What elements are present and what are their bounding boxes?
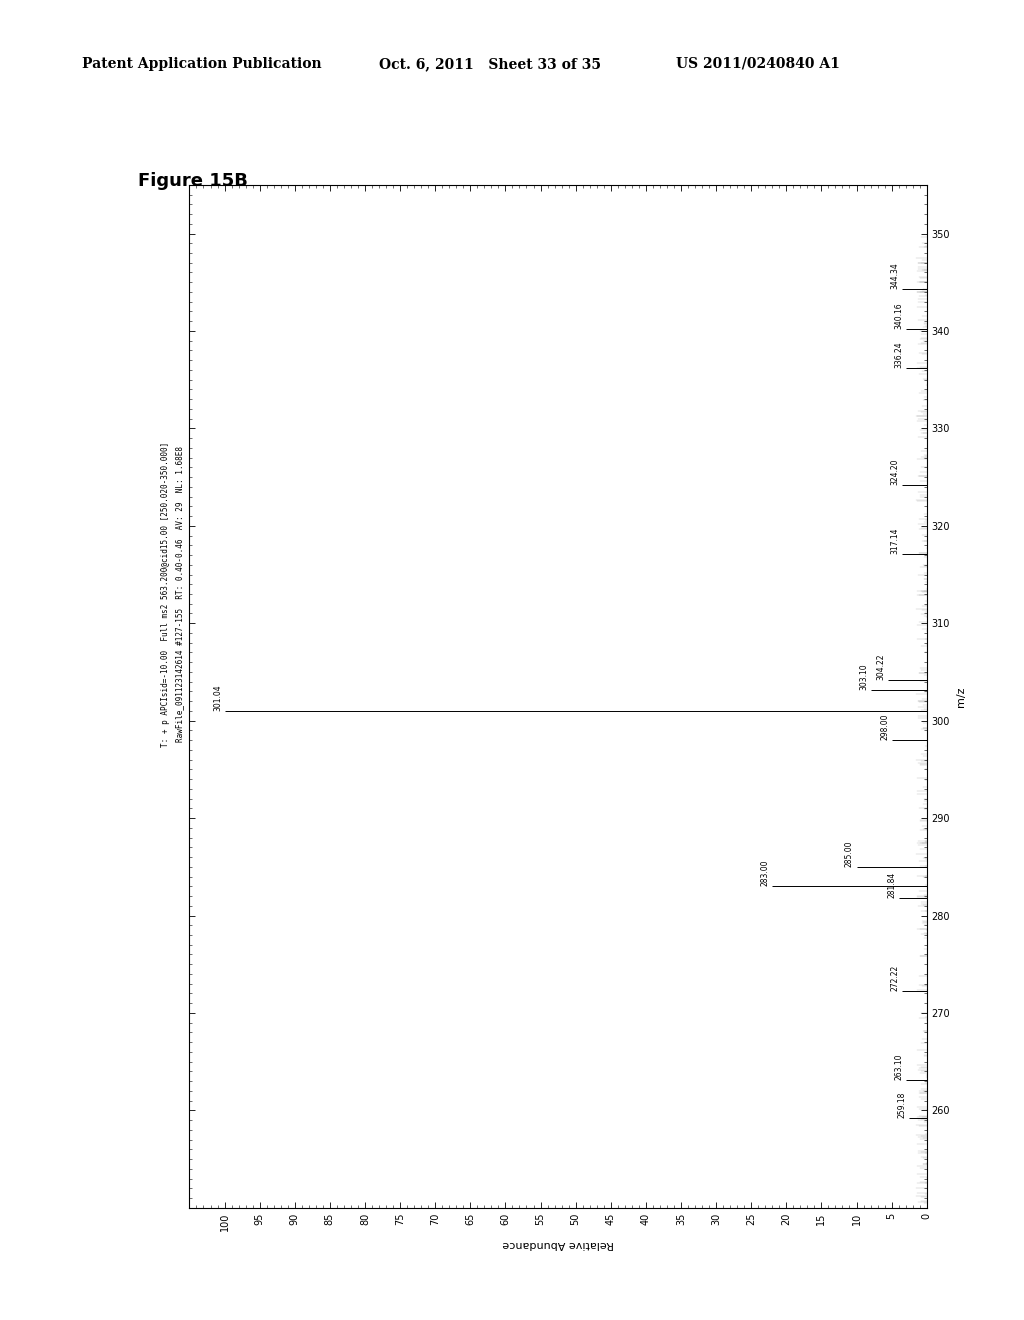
Text: 272.22: 272.22 xyxy=(891,965,900,991)
Text: 263.10: 263.10 xyxy=(894,1053,903,1080)
X-axis label: Relative Abundance: Relative Abundance xyxy=(502,1239,614,1249)
Y-axis label: m/z: m/z xyxy=(955,686,966,706)
Text: 344.34: 344.34 xyxy=(891,261,900,289)
Text: Patent Application Publication: Patent Application Publication xyxy=(82,57,322,71)
Text: US 2011/0240840 A1: US 2011/0240840 A1 xyxy=(676,57,840,71)
Text: 285.00: 285.00 xyxy=(845,841,854,867)
Text: Oct. 6, 2011   Sheet 33 of 35: Oct. 6, 2011 Sheet 33 of 35 xyxy=(379,57,601,71)
Text: 336.24: 336.24 xyxy=(894,341,903,367)
Text: T: + p APCIsid=-10.00  Full ms2 563.200@cid15.00 [250.020-350.000]: T: + p APCIsid=-10.00 Full ms2 563.200@c… xyxy=(162,441,170,747)
Text: 301.04: 301.04 xyxy=(213,684,222,710)
Text: 324.20: 324.20 xyxy=(891,458,900,484)
Text: 304.22: 304.22 xyxy=(877,653,886,680)
Text: 298.00: 298.00 xyxy=(880,714,889,741)
Text: 303.10: 303.10 xyxy=(859,664,868,690)
Text: 317.14: 317.14 xyxy=(891,527,900,553)
Text: 281.84: 281.84 xyxy=(887,871,896,898)
Text: 340.16: 340.16 xyxy=(894,302,903,330)
Text: 259.18: 259.18 xyxy=(898,1092,906,1118)
Text: 283.00: 283.00 xyxy=(761,859,770,886)
Text: RawFile_091123142614 #127-155  RT: 0.40-0.46  AV: 29  NL: 1.68E8: RawFile_091123142614 #127-155 RT: 0.40-0… xyxy=(175,446,183,742)
Text: Figure 15B: Figure 15B xyxy=(138,172,248,190)
